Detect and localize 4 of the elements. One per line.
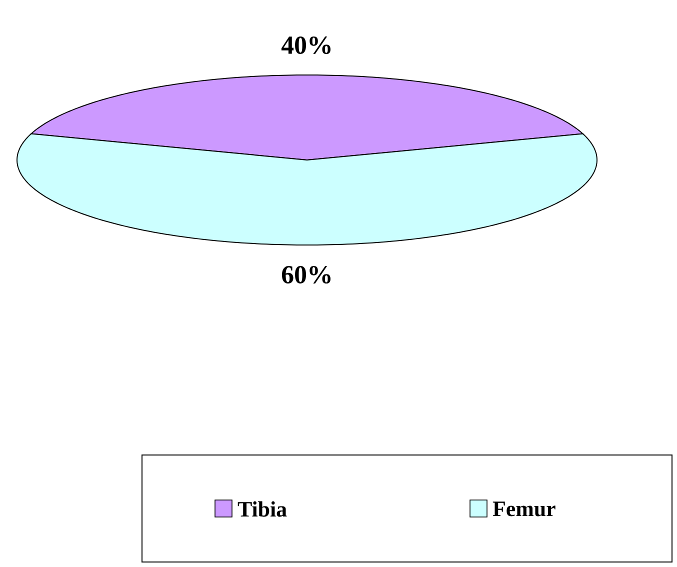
data-label: 40% — [281, 36, 330, 54]
legend-label: Tibia — [238, 501, 287, 517]
legend-label: Femur — [492, 502, 556, 516]
data-label: 60% — [282, 266, 330, 284]
